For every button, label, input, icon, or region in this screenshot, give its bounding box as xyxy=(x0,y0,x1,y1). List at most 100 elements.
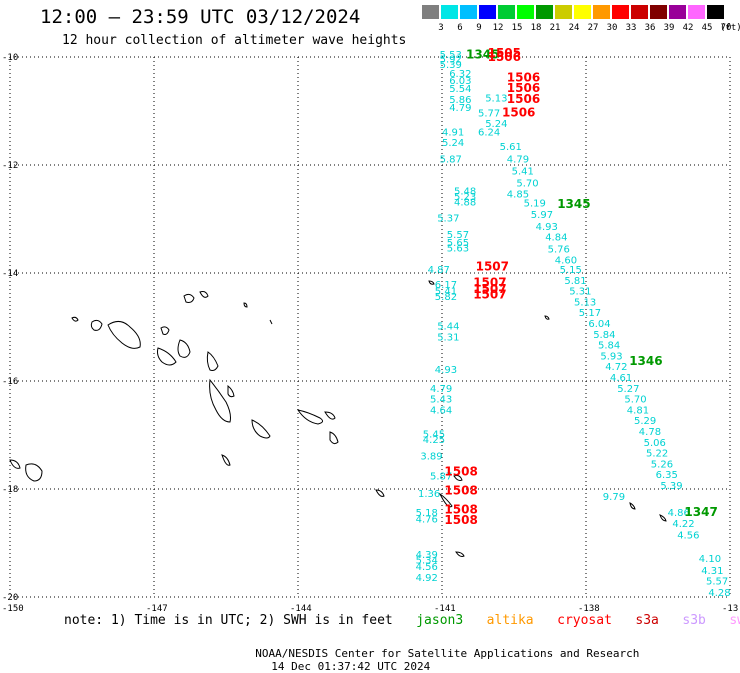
wave-height-label: 5.22 xyxy=(646,449,668,460)
pass-time-label: 1347 xyxy=(684,505,717,519)
wave-height-label: 5.57 xyxy=(706,577,728,588)
wave-height-label: 4.86 xyxy=(668,508,690,519)
pass-time-label: 1506 xyxy=(507,81,540,95)
pass-time-label: 1506 xyxy=(502,105,535,119)
island-outline xyxy=(9,459,21,469)
pass-time-label: 1506 xyxy=(507,92,540,106)
island-outline xyxy=(251,419,271,439)
wave-height-label: 5.27 xyxy=(617,384,639,395)
wave-height-label: 4.93 xyxy=(536,222,558,233)
wave-height-label: 5.65 xyxy=(447,238,469,249)
colorbar-swatch xyxy=(536,5,553,19)
pass-time-label: 1506 xyxy=(488,50,521,64)
y-tick-label: -18 xyxy=(2,485,18,495)
pass-time-label: 1507 xyxy=(473,276,506,290)
wave-height-label: 5.43 xyxy=(430,395,452,406)
wave-height-label: 4.79 xyxy=(449,103,471,114)
pass-time-label: 1508 xyxy=(444,502,477,516)
wave-height-label: 4.85 xyxy=(507,189,529,200)
pass-time-label: 1506 xyxy=(507,70,540,84)
wave-height-label: 5.81 xyxy=(564,276,586,287)
wave-height-label: 4.81 xyxy=(627,405,649,416)
wave-height-label: 9.79 xyxy=(603,492,625,503)
credit-line: NOAA/NESDIS Center for Satellite Applica… xyxy=(242,634,639,673)
wave-height-label: 5.84 xyxy=(598,341,620,352)
colorbar-swatch xyxy=(479,5,496,19)
island-outline xyxy=(329,431,339,445)
island-outline xyxy=(544,315,550,320)
wave-height-label: 5.70 xyxy=(516,179,538,190)
colorbar-swatch xyxy=(688,5,705,19)
wave-height-label: 4.64 xyxy=(430,405,452,416)
map-grid xyxy=(9,56,731,598)
wave-height-label: 4.76 xyxy=(416,514,438,525)
wave-height-label: 5.63 xyxy=(447,243,469,254)
x-axis-labels: -150 -147 -144 -141 -138 -13 xyxy=(2,604,738,614)
wave-height-label: 4.25 xyxy=(423,435,445,446)
island-outline xyxy=(629,502,636,510)
wave-height-label: 5.48 xyxy=(454,187,476,198)
y-tick-label: -20 xyxy=(2,593,18,603)
wave-height-label: 5.76 xyxy=(548,244,570,255)
wave-height-label: 5.06 xyxy=(644,438,666,449)
pass-time-label: 1505 xyxy=(488,46,521,60)
wave-height-label: 5.97 xyxy=(531,210,553,221)
timestamp: 14 Dec 01:37:42 UTC 2024 xyxy=(271,660,431,673)
colorbar-label: 30 xyxy=(606,23,618,33)
wave-height-label: 4.84 xyxy=(545,233,567,244)
wave-height-label: 5.13 xyxy=(574,297,596,308)
x-tick-label: -13 xyxy=(722,604,738,614)
colorbar-swatch xyxy=(631,5,648,19)
colorbar-label: 9 xyxy=(476,23,482,33)
colorbar-label: 18 xyxy=(530,23,542,33)
island-outline xyxy=(428,280,435,285)
colorbar-label: 6 xyxy=(457,23,463,33)
island-outline xyxy=(269,319,273,325)
island-outline xyxy=(438,492,453,508)
wave-height-label: 5.31 xyxy=(569,287,591,298)
island-outline xyxy=(455,551,465,557)
wave-height-label: 4.87 xyxy=(428,265,450,276)
y-axis-labels: -10 -12 -14 -16 -18 -20 xyxy=(2,53,18,603)
colorbar-swatch xyxy=(669,5,686,19)
island-outline xyxy=(206,351,219,371)
wave-height-label: 5.93 xyxy=(600,351,622,362)
pass-time-label: 1508 xyxy=(444,513,477,527)
y-tick-label: -14 xyxy=(2,269,18,279)
colorbar-swatch xyxy=(460,5,477,19)
island-outline xyxy=(160,326,170,335)
colorbar-swatch xyxy=(517,5,534,19)
wave-height-label: 4.72 xyxy=(605,362,627,373)
wave-height-label: 5.45 xyxy=(423,430,445,441)
wave-height-label: 4.10 xyxy=(699,554,721,565)
colorbar-label: 3 xyxy=(438,23,444,33)
wave-height-label: 5.44 xyxy=(437,322,459,333)
wave-height-label: 5.15 xyxy=(560,265,582,276)
note-prefix: note: 1) Time is in UTC; 2) SWH is in fe… xyxy=(64,613,393,628)
island-outline xyxy=(296,409,324,425)
wave-height-label: 5.92 xyxy=(440,54,462,65)
wave-height-label: 5.37 xyxy=(437,214,459,225)
wave-height-label: 4.88 xyxy=(454,198,476,209)
chart-title: 12:00 — 23:59 UTC 03/12/2024 xyxy=(40,6,361,28)
x-tick-label: -144 xyxy=(290,604,312,614)
wave-height-label: 5.53 xyxy=(440,50,462,61)
satellite-legend-item: jason3 xyxy=(392,613,464,628)
wave-height-label: 5.26 xyxy=(651,459,673,470)
wave-height-labels: 5.535.925.396.326.035.545.86 5.134.79 5.77… xyxy=(416,46,731,599)
pass-time-label: 1508 xyxy=(444,465,477,479)
pass-time-label: 1508 xyxy=(444,483,477,497)
wave-height-label: 5.77 xyxy=(478,108,500,119)
credit-text: NOAA/NESDIS Center for Satellite Applica… xyxy=(255,647,640,660)
wave-height-label: 6.35 xyxy=(656,470,678,481)
wave-height-label: 5.84 xyxy=(593,330,615,341)
colorbar-label: 36 xyxy=(644,23,656,33)
island-outline xyxy=(324,411,336,420)
colorbar-label: 12 xyxy=(492,23,504,33)
wave-height-label: 4.79 xyxy=(430,384,452,395)
colorbar-label: 70 xyxy=(720,23,732,33)
island-outline xyxy=(453,475,463,481)
colorbar-swatch xyxy=(574,5,591,19)
wave-height-label: 5.61 xyxy=(500,142,522,153)
pass-time-label: 1507 xyxy=(473,282,506,296)
